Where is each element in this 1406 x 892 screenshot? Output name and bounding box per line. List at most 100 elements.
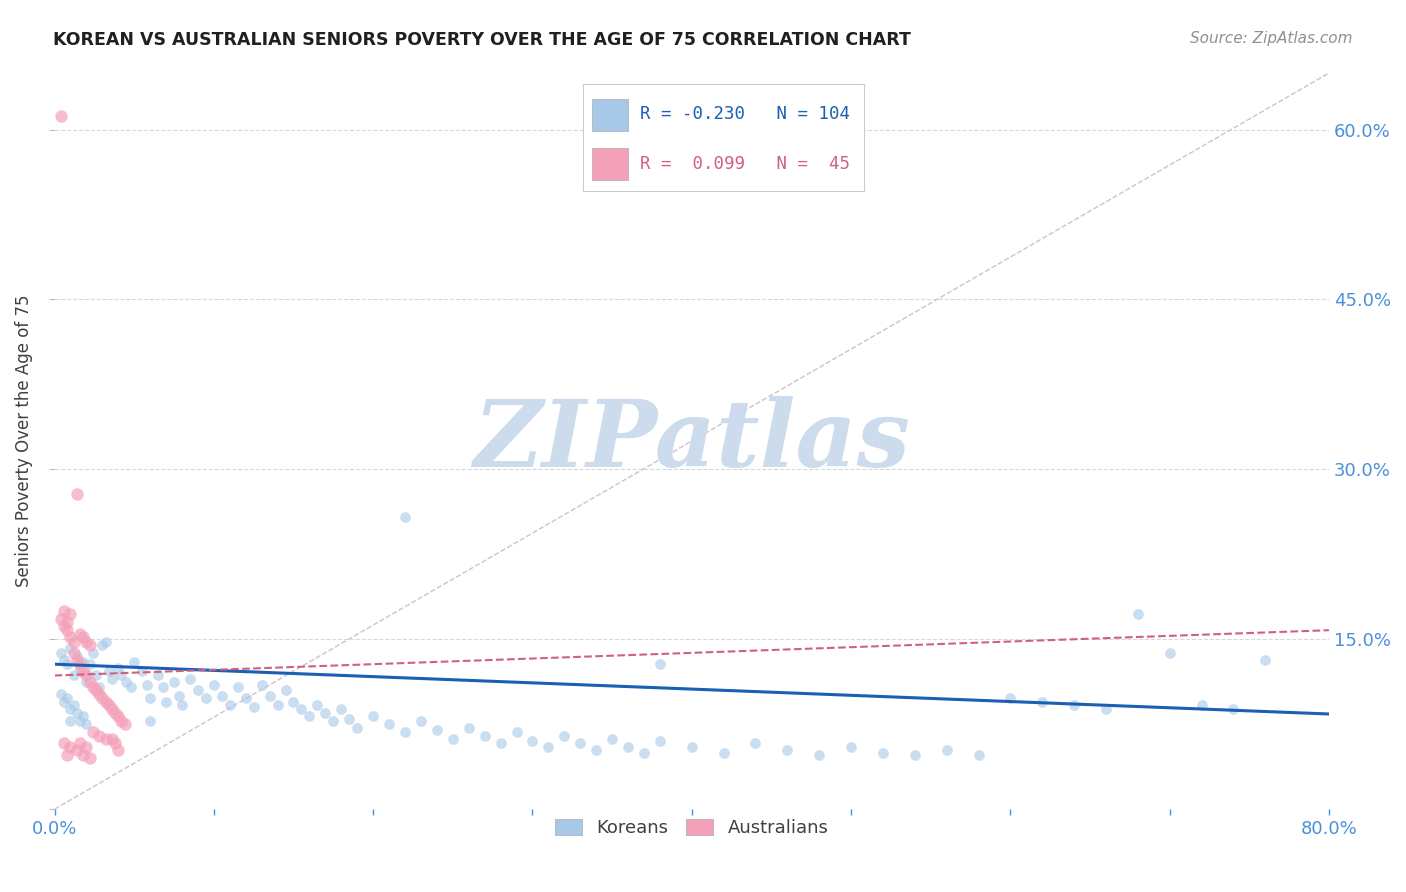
Point <box>49 612 72 626</box>
Point <box>66 653 89 667</box>
Point <box>290 702 312 716</box>
Point <box>53 653 76 667</box>
Point <box>114 717 136 731</box>
Point <box>1126 607 1149 622</box>
Point <box>633 746 655 760</box>
Point <box>537 739 560 754</box>
Y-axis label: Seniors Poverty Over the Age of 75: Seniors Poverty Over the Age of 75 <box>15 295 32 587</box>
Point <box>49 687 72 701</box>
Point <box>131 664 153 678</box>
Point <box>59 630 82 644</box>
Point <box>1031 694 1053 708</box>
Point <box>1191 698 1213 712</box>
Point <box>89 687 111 701</box>
Point <box>110 668 132 682</box>
Point <box>776 743 799 757</box>
Point <box>283 694 305 708</box>
Point <box>82 725 104 739</box>
Legend: Koreans, Australians: Koreans, Australians <box>547 812 837 845</box>
Point <box>330 702 353 716</box>
Point <box>152 680 174 694</box>
Point <box>104 736 127 750</box>
Point <box>1095 702 1118 716</box>
Point <box>139 691 162 706</box>
Point <box>361 709 384 723</box>
Point <box>242 700 264 714</box>
Point <box>69 714 91 728</box>
Text: Source: ZipAtlas.com: Source: ZipAtlas.com <box>1189 31 1353 46</box>
Point <box>79 657 101 672</box>
Point <box>75 668 97 682</box>
Point <box>104 706 127 720</box>
Point <box>107 743 129 757</box>
Point <box>79 751 101 765</box>
Point <box>62 698 84 712</box>
Point <box>218 698 240 712</box>
Point <box>69 657 91 672</box>
Point <box>935 743 957 757</box>
Point <box>346 721 368 735</box>
Point <box>56 623 79 637</box>
Point <box>967 747 990 762</box>
Point <box>53 736 76 750</box>
Point <box>553 729 575 743</box>
Point <box>72 747 94 762</box>
Point <box>274 683 297 698</box>
Point <box>72 709 94 723</box>
Point <box>394 510 416 524</box>
Point <box>53 694 76 708</box>
Point <box>91 638 114 652</box>
Point <box>194 691 217 706</box>
Point <box>744 736 766 750</box>
Point <box>84 668 107 682</box>
Point <box>59 739 82 754</box>
Point <box>120 680 142 694</box>
Point <box>489 736 512 750</box>
Point <box>66 649 89 664</box>
Point <box>91 691 114 706</box>
Point <box>72 630 94 644</box>
Point <box>75 634 97 648</box>
Point <box>1222 702 1244 716</box>
Point <box>69 736 91 750</box>
Text: KOREAN VS AUSTRALIAN SENIORS POVERTY OVER THE AGE OF 75 CORRELATION CHART: KOREAN VS AUSTRALIAN SENIORS POVERTY OVE… <box>53 31 911 49</box>
Point <box>648 734 671 748</box>
Point <box>146 668 169 682</box>
Point <box>307 698 329 712</box>
Point <box>94 731 117 746</box>
Point <box>59 641 82 656</box>
Point <box>441 731 464 746</box>
Point <box>75 717 97 731</box>
Point <box>62 646 84 660</box>
Point <box>56 657 79 672</box>
Point <box>1159 646 1181 660</box>
Point <box>409 714 432 728</box>
Point <box>110 714 132 728</box>
Point <box>136 677 159 691</box>
Point <box>69 626 91 640</box>
Point <box>648 657 671 672</box>
Point <box>59 702 82 716</box>
Point <box>155 694 177 708</box>
Point <box>681 739 703 754</box>
Point <box>122 655 145 669</box>
Point <box>101 702 124 716</box>
Point <box>713 746 735 760</box>
Point <box>53 604 76 618</box>
Point <box>82 680 104 694</box>
Point <box>62 668 84 682</box>
Point <box>1000 691 1022 706</box>
Point <box>89 680 111 694</box>
Point <box>394 725 416 739</box>
Point <box>101 672 124 686</box>
Point <box>872 746 894 760</box>
Point <box>49 646 72 660</box>
Point <box>1254 653 1277 667</box>
Point <box>457 721 479 735</box>
Point <box>49 109 72 123</box>
Point <box>97 698 120 712</box>
Point <box>839 739 862 754</box>
Point <box>72 664 94 678</box>
Point <box>56 747 79 762</box>
Point <box>56 691 79 706</box>
